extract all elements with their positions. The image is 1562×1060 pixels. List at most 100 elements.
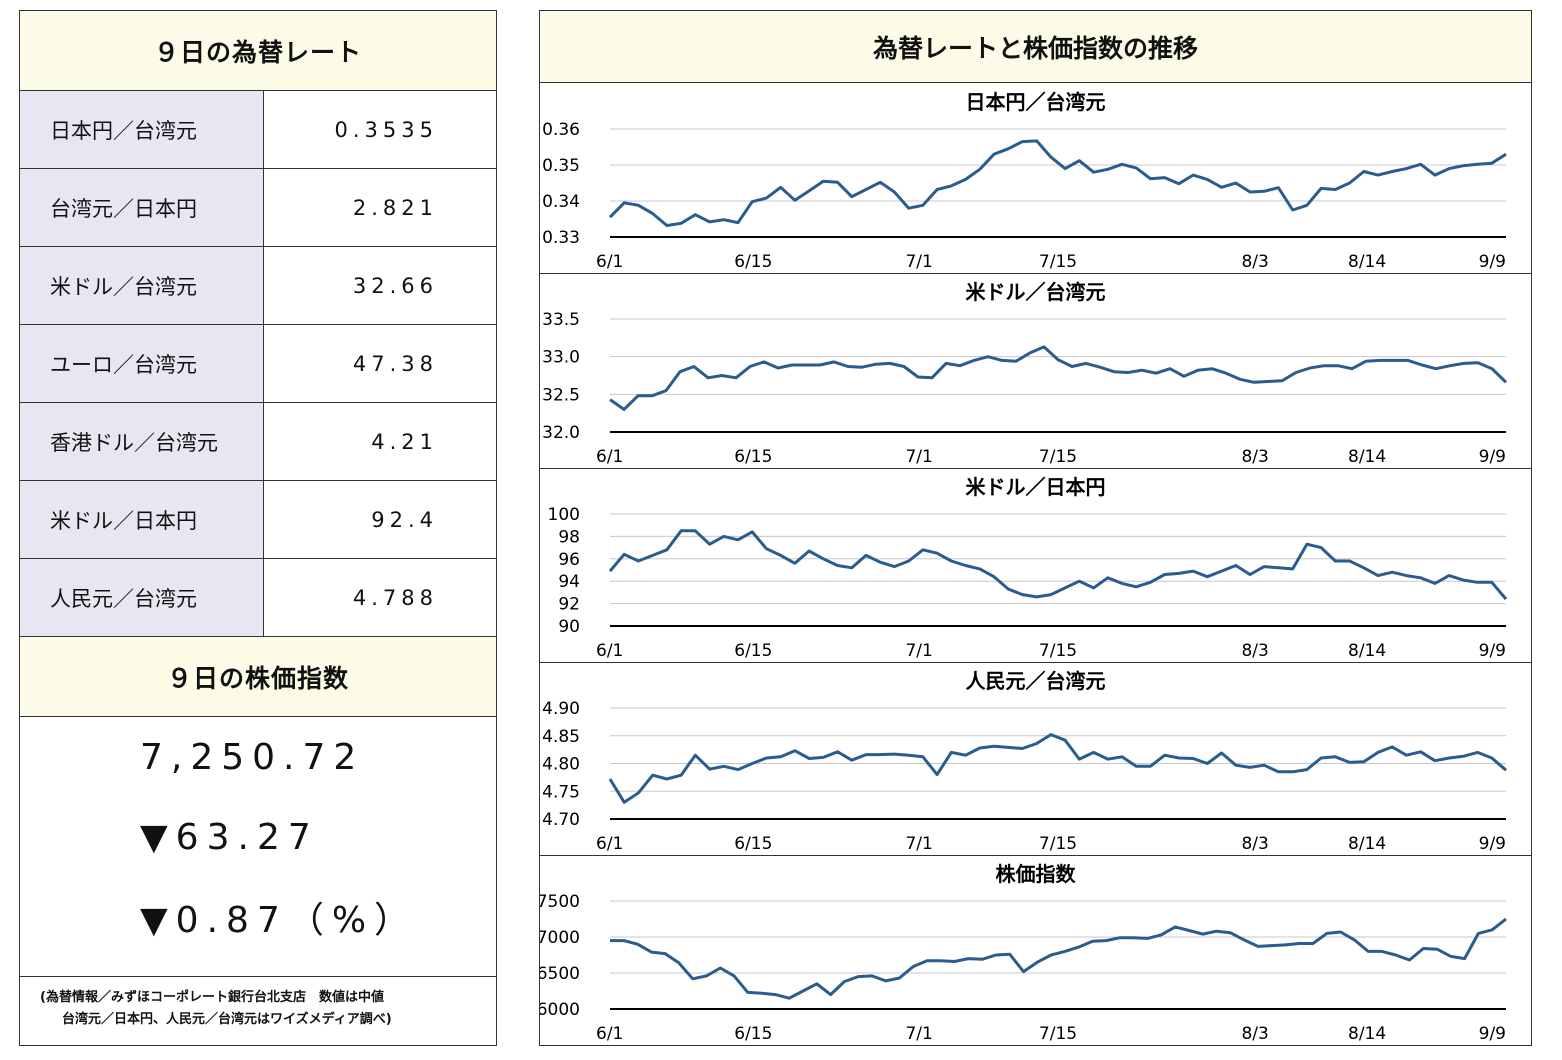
y-tick-label: 4.70 — [542, 810, 580, 830]
chart-title: 人民元／台湾元 — [966, 669, 1106, 693]
x-tick-label: 8/14 — [1348, 834, 1386, 854]
source-note-line2: 台湾元／日本円、人民元／台湾元はワイズメディア調べ) — [62, 1012, 392, 1027]
y-tick-label: 0.35 — [542, 156, 580, 176]
rate-value: 4.21 — [371, 429, 438, 454]
y-tick-label: 4.90 — [542, 699, 580, 719]
y-tick-label: 6500 — [540, 964, 580, 984]
rates-title: ９日の為替レート — [20, 11, 496, 91]
y-tick-label: 0.33 — [542, 228, 580, 248]
rate-name: 米ドル／日本円 — [20, 481, 264, 558]
rate-value: 0.3535 — [334, 117, 438, 142]
x-tick-label: 6/15 — [734, 641, 772, 661]
rates-table: 日本円／台湾元 0.3535 台湾元／日本円 2.821 米ドル／台湾元 32.66 ユーロ… — [20, 91, 496, 637]
y-tick-label: 7000 — [540, 928, 580, 948]
charts-title: 為替レートと株価指数の推移 — [540, 11, 1531, 83]
series-line — [608, 529, 1508, 601]
x-tick-label: 6/15 — [734, 252, 772, 272]
y-tick-label: 33.5 — [542, 310, 580, 330]
series-line — [608, 733, 1507, 804]
y-tick-label: 32.0 — [542, 423, 580, 443]
x-tick-label: 8/3 — [1241, 447, 1268, 467]
y-tick-label: 94 — [558, 572, 580, 592]
x-tick-label: 9/9 — [1479, 834, 1506, 854]
x-tick-label: 7/1 — [905, 1024, 932, 1044]
x-tick-label: 8/14 — [1348, 252, 1386, 272]
rate-value: 4.788 — [352, 585, 438, 610]
x-tick-label: 8/14 — [1348, 1024, 1386, 1044]
rate-row: ユーロ／台湾元 47.38 — [20, 325, 496, 403]
rate-name: 米ドル／台湾元 — [20, 247, 264, 324]
x-tick-label: 6/1 — [596, 447, 623, 467]
x-tick-label: 6/1 — [596, 1024, 623, 1044]
series-line — [610, 917, 1507, 1000]
chart-1: 日本円／台湾元 0.33 0.34 0.35 0.36 6/1 6/15 7/1 7/15 8/3… — [542, 90, 1507, 272]
rate-value: 2.821 — [352, 195, 438, 220]
x-tick-label: 7/15 — [1039, 641, 1077, 661]
rate-value: 47.38 — [352, 351, 438, 376]
x-tick-label: 7/1 — [905, 252, 932, 272]
y-tick-label: 33.0 — [542, 348, 580, 368]
y-tick-label: 100 — [548, 505, 580, 525]
y-tick-label: 32.5 — [542, 385, 580, 405]
rate-value: 32.66 — [352, 273, 438, 298]
x-tick-label: 6/1 — [596, 252, 623, 272]
x-tick-label: 9/9 — [1479, 252, 1506, 272]
rate-row: 台湾元／日本円 2.821 — [20, 169, 496, 247]
stock-value: 7,250.72 — [140, 736, 365, 778]
x-tick-label: 7/15 — [1039, 834, 1077, 854]
rate-row: 米ドル／台湾元 32.66 — [20, 247, 496, 325]
source-note: (為替情報／みずほコーポレート銀行台北支店 数値は中値 台湾元／日本円、人民元／… — [20, 977, 496, 1031]
y-tick-label: 90 — [558, 617, 580, 637]
x-tick-label: 6/1 — [596, 834, 623, 854]
x-tick-label: 8/3 — [1241, 641, 1268, 661]
x-tick-label: 7/15 — [1039, 447, 1077, 467]
chart-5: 株価指数 6000 6500 7000 7500 6/1 6/15 7/1 7/15 8/3 8/1… — [540, 855, 1531, 1044]
y-tick-label: 0.34 — [542, 192, 580, 212]
y-tick-label: 92 — [558, 595, 580, 615]
rate-name: 人民元／台湾元 — [20, 559, 264, 636]
x-tick-label: 8/3 — [1241, 1024, 1268, 1044]
right-panel: 為替レートと株価指数の推移 日本円／台湾元 0.33 0.34 0.35 0.36 6/1… — [539, 10, 1532, 1046]
rate-name: ユーロ／台湾元 — [20, 325, 264, 402]
x-tick-label: 6/15 — [734, 447, 772, 467]
chart-4: 人民元／台湾元 4.70 4.75 4.80 4.85 4.90 6/1 6/15 7/1 7/1… — [540, 662, 1531, 854]
x-tick-label: 8/14 — [1348, 641, 1386, 661]
chart-title: 株価指数 — [996, 862, 1077, 886]
x-tick-label: 7/1 — [905, 447, 932, 467]
y-tick-label: 7500 — [540, 892, 580, 912]
x-tick-label: 7/15 — [1039, 252, 1077, 272]
rate-name: 日本円／台湾元 — [20, 91, 264, 168]
x-tick-label: 8/14 — [1348, 447, 1386, 467]
series-line — [609, 345, 1508, 411]
rate-name: 台湾元／日本円 — [20, 169, 264, 246]
x-tick-label: 6/15 — [734, 1024, 772, 1044]
source-note-line1: (為替情報／みずほコーポレート銀行台北支店 数値は中値 — [40, 990, 384, 1005]
rate-row: 香港ドル／台湾元 4.21 — [20, 403, 496, 481]
stock-percent: ▼0.87（%） — [140, 900, 419, 941]
x-tick-label: 7/15 — [1039, 1024, 1077, 1044]
stock-change: ▼63.27 — [140, 816, 319, 858]
rate-value: 92.4 — [371, 507, 438, 532]
left-panel: ９日の為替レート 日本円／台湾元 0.3535 台湾元／日本円 2.821 米ドル／台湾… — [19, 10, 497, 1046]
x-tick-label: 8/3 — [1241, 834, 1268, 854]
x-tick-label: 8/3 — [1241, 252, 1268, 272]
rate-row: 米ドル／日本円 92.4 — [20, 481, 496, 559]
x-tick-label: 6/1 — [596, 641, 623, 661]
x-tick-label: 7/1 — [905, 834, 932, 854]
chart-title: 米ドル／台湾元 — [966, 280, 1106, 304]
x-tick-label: 6/15 — [734, 834, 772, 854]
y-tick-label: 96 — [558, 550, 580, 570]
series-line — [608, 139, 1507, 227]
rate-name: 香港ドル／台湾元 — [20, 403, 264, 480]
y-tick-label: 6000 — [540, 1000, 580, 1020]
rate-row: 人民元／台湾元 4.788 — [20, 559, 496, 637]
chart-title: 米ドル／日本円 — [966, 475, 1106, 499]
y-tick-label: 4.75 — [542, 782, 580, 802]
y-tick-label: 98 — [558, 527, 580, 547]
x-tick-label: 9/9 — [1479, 447, 1506, 467]
chart-2: 米ドル／台湾元 32.0 32.5 33.0 33.5 6/1 6/15 7/1 7/15 8/3… — [540, 273, 1531, 467]
stock-box: 7,250.72 ▼63.27 ▼0.87（%） — [20, 717, 496, 977]
x-tick-label: 7/1 — [905, 641, 932, 661]
chart-title: 日本円／台湾元 — [966, 90, 1106, 114]
